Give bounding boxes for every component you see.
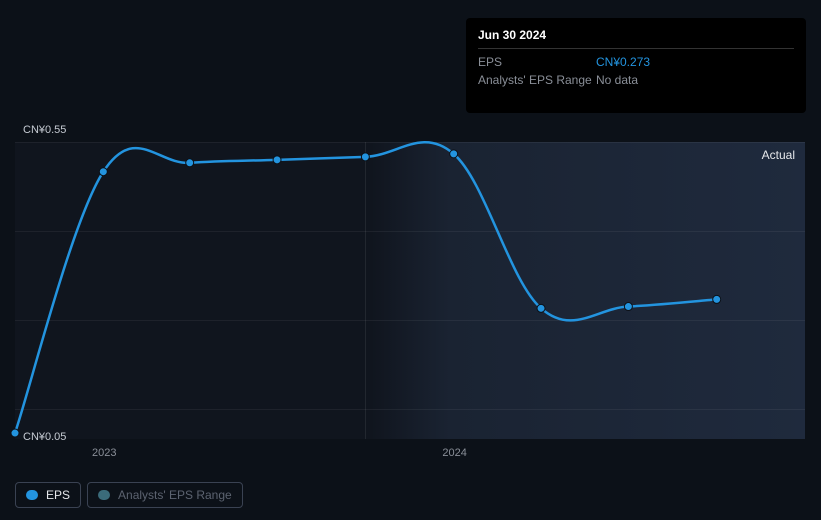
tooltip-row-value: No data bbox=[596, 71, 638, 89]
tooltip-row: EPSCN¥0.273 bbox=[478, 53, 794, 71]
eps-point[interactable] bbox=[713, 295, 721, 303]
eps-point[interactable] bbox=[450, 150, 458, 158]
eps-point[interactable] bbox=[11, 429, 19, 437]
tooltip-rows: EPSCN¥0.273Analysts' EPS RangeNo data bbox=[478, 53, 794, 89]
eps-chart: Jun 30 2024 EPSCN¥0.273Analysts' EPS Ran… bbox=[0, 0, 821, 520]
legend-item[interactable]: EPS bbox=[15, 482, 81, 508]
plot-area[interactable]: Actual CN¥0.55 CN¥0.05 bbox=[15, 142, 805, 439]
tooltip-date: Jun 30 2024 bbox=[478, 28, 794, 49]
tooltip-row-label: Analysts' EPS Range bbox=[478, 71, 596, 89]
eps-point[interactable] bbox=[273, 156, 281, 164]
eps-point[interactable] bbox=[361, 153, 369, 161]
tooltip-row: Analysts' EPS RangeNo data bbox=[478, 71, 794, 89]
eps-series bbox=[15, 142, 805, 439]
legend-label: EPS bbox=[46, 488, 70, 502]
tooltip-row-value: CN¥0.273 bbox=[596, 53, 650, 71]
eps-point[interactable] bbox=[186, 159, 194, 167]
y-label-top: CN¥0.55 bbox=[23, 124, 66, 136]
x-axis: 2023 2024 bbox=[15, 439, 805, 459]
tooltip-row-label: EPS bbox=[478, 53, 596, 71]
eps-line bbox=[15, 142, 717, 433]
eps-point[interactable] bbox=[99, 168, 107, 176]
legend-swatch-icon bbox=[98, 490, 110, 500]
legend-swatch-icon bbox=[26, 490, 38, 500]
x-tick: 2024 bbox=[442, 447, 466, 459]
legend-item[interactable]: Analysts' EPS Range bbox=[87, 482, 243, 508]
chart-tooltip: Jun 30 2024 EPSCN¥0.273Analysts' EPS Ran… bbox=[466, 18, 806, 113]
eps-point[interactable] bbox=[537, 304, 545, 312]
eps-point[interactable] bbox=[624, 303, 632, 311]
legend-label: Analysts' EPS Range bbox=[118, 488, 232, 502]
x-tick: 2023 bbox=[92, 447, 116, 459]
chart-legend: EPS Analysts' EPS Range bbox=[15, 482, 243, 508]
